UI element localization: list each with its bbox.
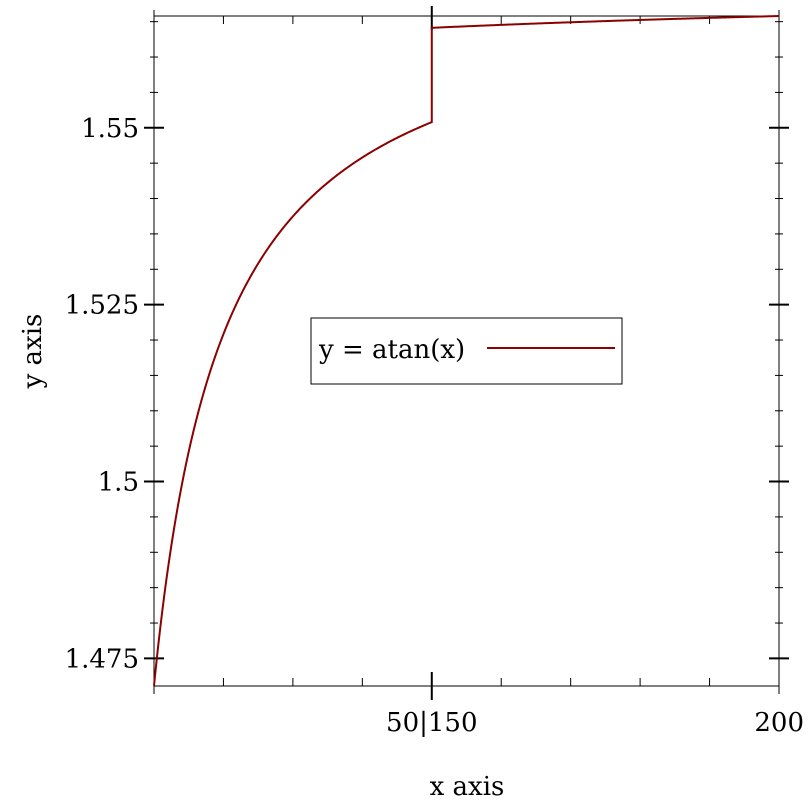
y-tick-labels: 1.475 1.5 1.525 1.55 (65, 114, 139, 675)
x-tick-labels: 50|150 200 (386, 708, 804, 738)
y-axis-label: y axis (18, 314, 48, 390)
y-tick-label: 1.475 (65, 644, 139, 674)
y-tick-label: 1.5 (98, 468, 139, 498)
y-tick-label: 1.55 (81, 114, 139, 144)
series-layer (153, 15, 780, 686)
legend-label: y = atan(x) (318, 335, 465, 365)
plot-area-frame (153, 15, 780, 687)
x-tick-label: 50|150 (386, 708, 477, 738)
x-axis-label: x axis (430, 772, 505, 802)
y-tick-label: 1.525 (65, 291, 139, 321)
x-tick-label: 200 (754, 708, 804, 738)
series-line-atan (153, 15, 780, 686)
legend: y = atan(x) (310, 317, 623, 385)
legend-box (310, 317, 623, 385)
